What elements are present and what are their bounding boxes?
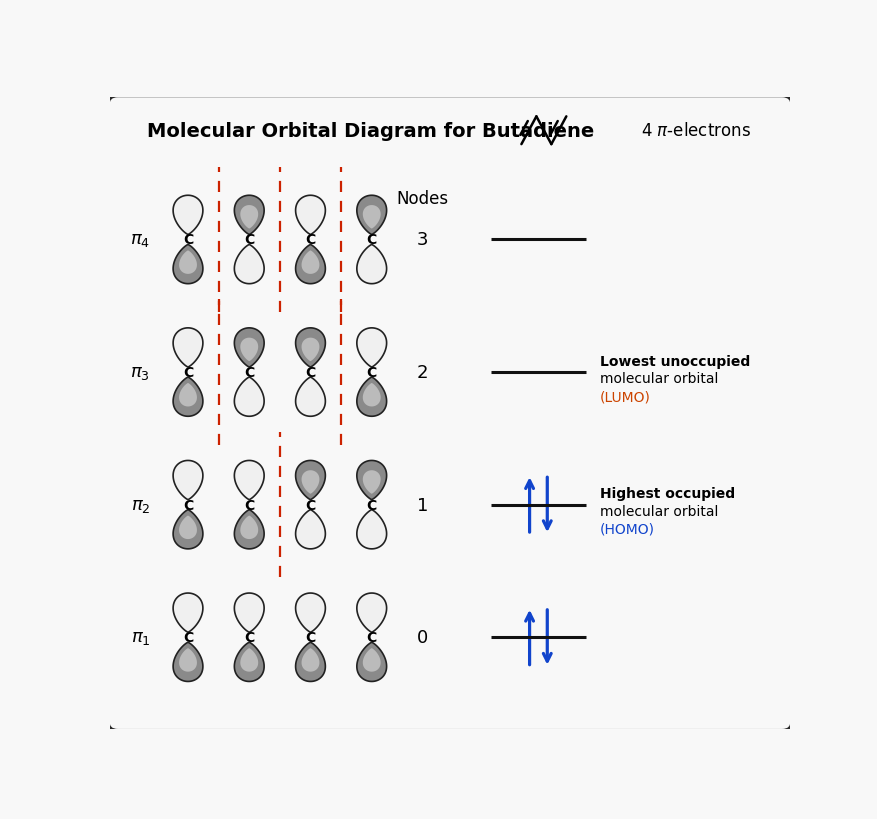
Polygon shape: [356, 328, 386, 368]
Polygon shape: [179, 516, 196, 540]
Text: C: C: [182, 498, 193, 512]
Polygon shape: [362, 471, 381, 494]
Polygon shape: [362, 206, 381, 229]
Polygon shape: [296, 510, 325, 550]
Polygon shape: [296, 245, 325, 284]
Polygon shape: [234, 643, 264, 681]
Polygon shape: [173, 510, 203, 550]
Text: (HOMO): (HOMO): [599, 522, 654, 536]
Polygon shape: [296, 378, 325, 417]
Text: C: C: [182, 365, 193, 379]
Polygon shape: [173, 461, 203, 500]
Polygon shape: [173, 593, 203, 632]
Text: (LUMO): (LUMO): [599, 390, 650, 404]
Polygon shape: [234, 328, 264, 368]
Polygon shape: [234, 245, 264, 284]
Text: C: C: [367, 631, 376, 645]
Text: $\pi_2$: $\pi_2$: [131, 496, 150, 514]
Text: C: C: [244, 365, 254, 379]
Polygon shape: [179, 649, 196, 672]
Text: 3: 3: [417, 231, 428, 249]
Polygon shape: [179, 251, 196, 274]
Polygon shape: [356, 510, 386, 550]
Text: C: C: [367, 233, 376, 247]
Polygon shape: [356, 593, 386, 632]
Polygon shape: [301, 251, 319, 274]
Text: C: C: [244, 233, 254, 247]
Polygon shape: [179, 383, 196, 407]
Polygon shape: [301, 471, 319, 494]
Polygon shape: [234, 196, 264, 235]
Polygon shape: [296, 461, 325, 500]
Text: Lowest unoccupied: Lowest unoccupied: [599, 355, 749, 369]
Polygon shape: [234, 378, 264, 417]
Polygon shape: [234, 461, 264, 500]
Polygon shape: [234, 593, 264, 632]
Text: $\pi_3$: $\pi_3$: [131, 364, 150, 382]
Text: C: C: [367, 365, 376, 379]
Text: C: C: [305, 233, 315, 247]
Text: 0: 0: [417, 628, 428, 646]
Text: C: C: [244, 498, 254, 512]
Polygon shape: [173, 328, 203, 368]
Polygon shape: [240, 338, 258, 362]
Polygon shape: [356, 643, 386, 681]
Polygon shape: [296, 593, 325, 632]
Polygon shape: [296, 196, 325, 235]
Polygon shape: [301, 649, 319, 672]
Text: 2: 2: [417, 364, 428, 382]
Text: Nodes: Nodes: [396, 190, 448, 208]
Polygon shape: [173, 378, 203, 417]
Text: C: C: [305, 498, 315, 512]
Polygon shape: [173, 196, 203, 235]
Polygon shape: [356, 378, 386, 417]
Text: C: C: [182, 631, 193, 645]
Text: C: C: [182, 233, 193, 247]
Text: C: C: [305, 365, 315, 379]
Polygon shape: [234, 510, 264, 550]
Text: Molecular Orbital Diagram for Butadiene: Molecular Orbital Diagram for Butadiene: [147, 121, 594, 141]
Text: C: C: [244, 631, 254, 645]
Polygon shape: [240, 516, 258, 540]
Polygon shape: [356, 461, 386, 500]
Polygon shape: [173, 245, 203, 284]
Polygon shape: [356, 245, 386, 284]
Text: 1: 1: [417, 496, 428, 514]
Polygon shape: [240, 649, 258, 672]
Polygon shape: [240, 206, 258, 229]
Text: $\pi_4$: $\pi_4$: [130, 231, 150, 249]
Text: C: C: [367, 498, 376, 512]
Text: 4 $\pi$-electrons: 4 $\pi$-electrons: [640, 122, 750, 140]
Text: $\pi_1$: $\pi_1$: [131, 628, 150, 646]
Polygon shape: [362, 383, 381, 407]
Text: molecular orbital: molecular orbital: [599, 505, 717, 518]
Text: Highest occupied: Highest occupied: [599, 486, 734, 500]
Polygon shape: [296, 643, 325, 681]
Polygon shape: [362, 649, 381, 672]
FancyBboxPatch shape: [108, 97, 791, 731]
Polygon shape: [296, 328, 325, 368]
Polygon shape: [356, 196, 386, 235]
Polygon shape: [301, 338, 319, 362]
Text: C: C: [305, 631, 315, 645]
Text: molecular orbital: molecular orbital: [599, 372, 717, 386]
Polygon shape: [173, 643, 203, 681]
